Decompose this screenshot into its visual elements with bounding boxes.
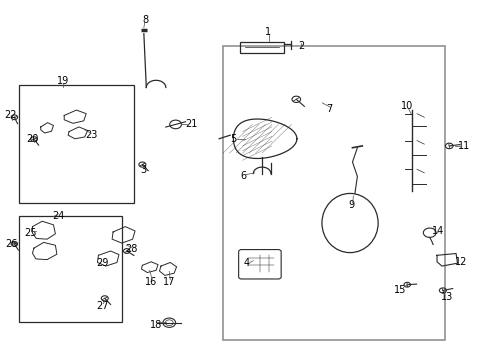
Text: 5: 5 xyxy=(231,135,237,144)
Text: 20: 20 xyxy=(26,135,39,144)
Bar xyxy=(240,42,284,53)
Text: 9: 9 xyxy=(348,200,355,210)
Text: 10: 10 xyxy=(401,102,414,112)
Text: 21: 21 xyxy=(185,120,197,129)
Text: 16: 16 xyxy=(145,277,157,287)
Text: 11: 11 xyxy=(458,140,470,150)
Text: 23: 23 xyxy=(85,130,98,140)
Text: 25: 25 xyxy=(24,228,37,238)
Text: 1: 1 xyxy=(266,27,271,37)
Text: 12: 12 xyxy=(455,257,467,267)
Text: 22: 22 xyxy=(5,110,17,120)
Text: 28: 28 xyxy=(125,244,138,254)
Text: 4: 4 xyxy=(244,258,249,268)
Bar xyxy=(19,216,122,321)
Text: 8: 8 xyxy=(142,15,148,26)
Text: 18: 18 xyxy=(150,320,162,330)
Text: 2: 2 xyxy=(298,41,304,50)
Text: 7: 7 xyxy=(326,104,332,114)
Text: 17: 17 xyxy=(163,277,175,287)
Text: 24: 24 xyxy=(52,211,65,221)
Text: 13: 13 xyxy=(441,292,453,302)
Bar xyxy=(223,45,445,339)
Text: 14: 14 xyxy=(432,226,444,236)
Text: 6: 6 xyxy=(240,171,246,181)
Text: 29: 29 xyxy=(96,258,108,268)
Text: 26: 26 xyxy=(5,239,17,249)
Text: 3: 3 xyxy=(140,165,147,175)
Text: 15: 15 xyxy=(394,285,407,295)
Text: 19: 19 xyxy=(57,76,70,86)
Text: 27: 27 xyxy=(96,301,109,311)
Bar xyxy=(19,85,134,203)
